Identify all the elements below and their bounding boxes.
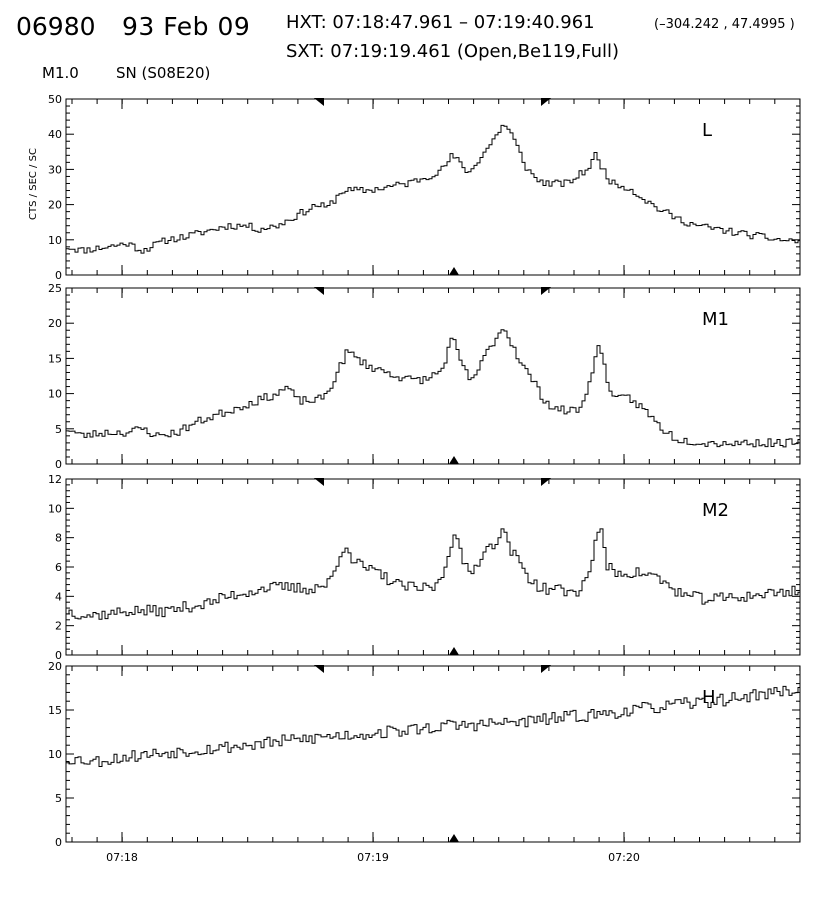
y-tick-label: 10: [48, 748, 62, 761]
y-tick-label: 25: [48, 282, 62, 295]
flare-id: 06980: [16, 12, 96, 41]
hxt-start-marker: [314, 478, 324, 486]
y-tick-label: 6: [55, 561, 62, 574]
sxt-info: SXT: 07:19:19.461 (Open,Be119,Full): [286, 41, 620, 62]
channel-label: M1: [702, 309, 729, 330]
y-tick-label: 10: [48, 502, 62, 515]
hxt-coordinates: (–304.242 , 47.4995 ): [654, 17, 795, 32]
y-tick-label: 10: [48, 234, 62, 247]
hxt-end-marker: [541, 98, 551, 106]
y-tick-label: 0: [55, 458, 62, 471]
sxt-time-marker: [449, 267, 459, 275]
panel-frame: [65, 287, 801, 465]
flare-location: SN (S08E20): [116, 64, 211, 82]
y-tick-label: 5: [55, 792, 62, 805]
x-tick-label: 07:18: [106, 851, 138, 864]
y-tick-label: 4: [55, 590, 62, 603]
hxt-start-marker: [314, 665, 324, 673]
observation-date: 93 Feb 09: [122, 12, 251, 41]
hxt-start-marker: [314, 98, 324, 106]
panel-frame: [65, 478, 801, 656]
hxt-end-marker: [541, 478, 551, 486]
y-tick-label: 10: [48, 388, 62, 401]
y-tick-label: 2: [55, 620, 62, 633]
sxt-time-marker: [449, 456, 459, 464]
hxt-time-range: HXT: 07:18:47.961 – 07:19:40.961: [286, 12, 595, 33]
y-tick-label: 15: [48, 704, 62, 717]
y-tick-label: 12: [48, 473, 62, 486]
sxt-time-marker: [449, 647, 459, 655]
y-tick-label: 40: [48, 128, 62, 141]
goes-class: M1.0: [42, 64, 79, 82]
panel-frame: [65, 98, 801, 276]
y-tick-label: 0: [55, 649, 62, 662]
y-tick-label: 0: [55, 269, 62, 282]
y-tick-label: 50: [48, 93, 62, 106]
sxt-time-marker: [449, 834, 459, 842]
panel-frame: [65, 665, 801, 843]
y-tick-label: 0: [55, 836, 62, 849]
y-tick-label: 30: [48, 163, 62, 176]
y-tick-label: 8: [55, 532, 62, 545]
y-tick-label: 20: [48, 660, 62, 673]
hxt-end-marker: [541, 665, 551, 673]
channel-label: H: [702, 687, 716, 708]
y-tick-label: 20: [48, 199, 62, 212]
hxt-end-marker: [541, 287, 551, 295]
series-line: [66, 685, 800, 767]
series-line: [66, 329, 800, 448]
x-tick-label: 07:19: [357, 851, 389, 864]
channel-label: M2: [702, 500, 729, 521]
y-tick-label: 5: [55, 423, 62, 436]
series-line: [66, 528, 800, 620]
hxt-start-marker: [314, 287, 324, 295]
y-tick-label: 15: [48, 352, 62, 365]
x-tick-label: 07:20: [608, 851, 640, 864]
series-line: [66, 124, 800, 254]
y-tick-label: 20: [48, 317, 62, 330]
channel-label: L: [702, 120, 712, 141]
y-axis-title: CTS / SEC / SC: [28, 148, 39, 220]
